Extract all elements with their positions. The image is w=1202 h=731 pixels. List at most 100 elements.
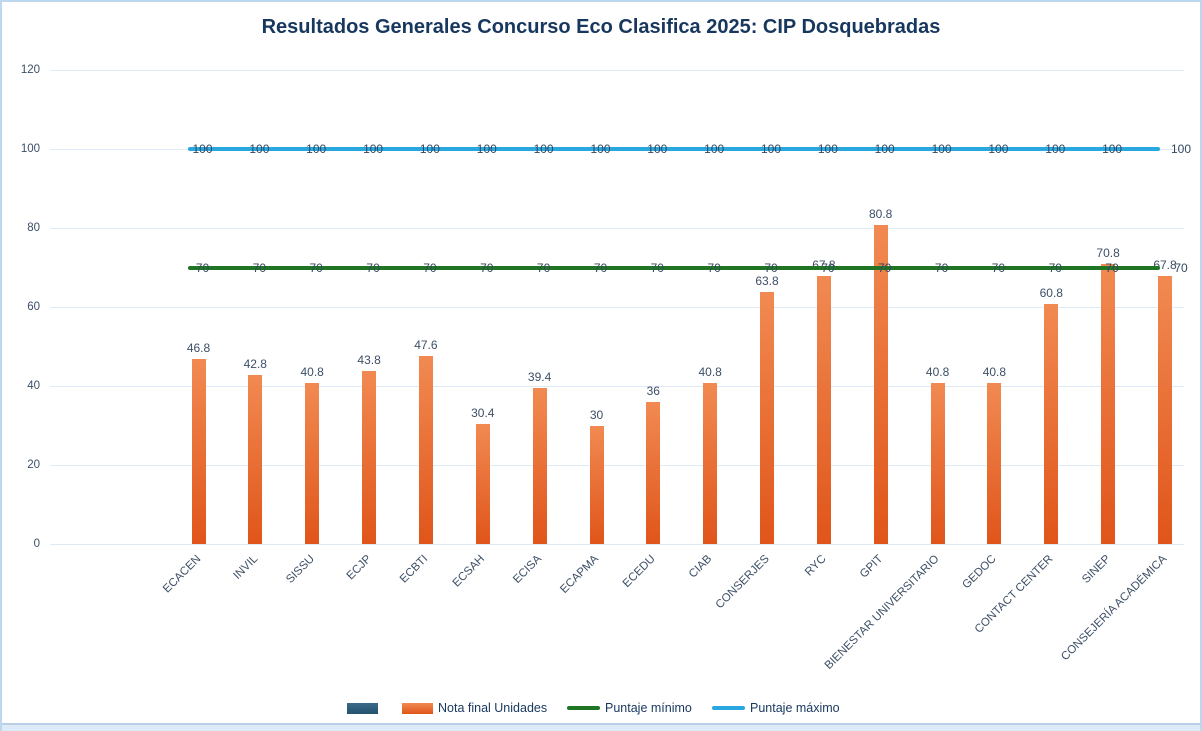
bar <box>646 401 661 544</box>
x-axis-label: ECEDU <box>620 553 658 590</box>
max-line <box>188 147 1160 151</box>
y-axis-tick-label: 0 <box>33 538 40 550</box>
line-point-label: 70 <box>1174 260 1188 275</box>
chart-bottom-border <box>2 722 1200 731</box>
x-axis-label: CONSERJES <box>713 553 772 612</box>
bar <box>1158 276 1172 544</box>
line-point-label: 70 <box>707 260 721 275</box>
x-axis-label: ECSAH <box>450 553 488 590</box>
line-point-label: 70 <box>878 260 892 275</box>
bar <box>816 276 831 544</box>
legend-label: Puntaje máximo <box>750 701 840 715</box>
y-axis-tick-label: 60 <box>27 301 40 313</box>
line-point-label: 100 <box>192 142 213 156</box>
y-axis-tick-label: 20 <box>27 459 40 471</box>
bar-value-label: 39.4 <box>527 370 552 385</box>
legend: Nota final Unidades Puntaje mínimo Puntaje… <box>2 698 1200 718</box>
line-point-label: 70 <box>650 260 664 275</box>
line-point-label: 100 <box>1045 142 1066 156</box>
gridline <box>50 544 1184 545</box>
bar <box>475 423 490 544</box>
x-axis-label: CONSEJERÍA ACADÉMICA <box>1059 553 1170 664</box>
bar-value-label: 80.8 <box>869 206 893 221</box>
bar-value-label: 36 <box>646 383 660 398</box>
bar-value-label: 40.8 <box>300 364 324 379</box>
gridline <box>50 70 1184 71</box>
line-point-label: 100 <box>419 142 440 156</box>
line-point-label: 100 <box>1170 142 1192 156</box>
x-axis-label: SISSU <box>283 553 317 586</box>
line-point-label: 100 <box>249 142 270 156</box>
line-point-label: 70 <box>1048 260 1062 275</box>
line-point-label: 100 <box>476 142 497 156</box>
bar <box>418 356 433 544</box>
bar-value-label: 30 <box>589 407 604 422</box>
bar-value-label: 63.8 <box>755 274 779 288</box>
line-point-label: 70 <box>593 260 608 275</box>
bar <box>191 359 206 544</box>
gridline <box>50 386 1184 387</box>
line-point-label: 100 <box>874 142 895 156</box>
line-point-label: 100 <box>363 142 384 156</box>
bar <box>589 425 604 544</box>
line-point-label: 100 <box>590 142 611 156</box>
y-axis-tick-label: 120 <box>20 64 40 76</box>
bar <box>362 371 377 544</box>
bar-value-label: 43.8 <box>357 353 381 367</box>
x-axis-label: SINEP <box>1079 553 1113 586</box>
bar <box>305 382 320 544</box>
x-axis-label: ECAPMA <box>558 553 601 596</box>
bar-value-label: 46.8 <box>186 341 211 356</box>
bar-value-label: 40.8 <box>698 364 722 379</box>
x-axis-label: RYC <box>802 553 829 579</box>
bar-value-label: 42.8 <box>243 356 267 371</box>
bar <box>1044 303 1059 544</box>
line-point-label: 70 <box>764 260 778 275</box>
legend-item: Puntaje máximo <box>712 698 840 718</box>
legend-swatch-max-line <box>712 706 745 710</box>
legend-item: Nota final Unidades <box>402 698 547 718</box>
x-axis-label: GPIT <box>857 553 886 581</box>
line-point-label: 70 <box>195 260 210 275</box>
bar <box>760 292 774 544</box>
chart-title: Resultados Generales Concurso Eco Clasif… <box>261 16 941 38</box>
legend-item: Puntaje mínimo <box>567 698 692 718</box>
x-axis-label: INVIL <box>231 553 260 582</box>
bar <box>873 224 888 544</box>
bar-value-label: 30.4 <box>471 405 495 420</box>
legend-swatch-min-line <box>567 706 600 710</box>
line-point-label: 100 <box>533 142 554 156</box>
x-axis-label: ECJP <box>344 553 374 583</box>
legend-label: Nota final Unidades <box>438 701 548 715</box>
bar <box>703 382 718 544</box>
legend-swatch-unnamed-series <box>347 702 378 714</box>
bar <box>248 374 263 544</box>
line-point-label: 70 <box>423 260 437 275</box>
x-axis-label: ECBTI <box>397 553 431 586</box>
bar <box>930 382 945 544</box>
gridline <box>50 228 1184 229</box>
line-point-label: 100 <box>760 142 782 156</box>
x-axis-label: ECISA <box>511 553 545 586</box>
min-line <box>188 265 1160 270</box>
line-point-label: 100 <box>306 142 327 156</box>
legend-label: Puntaje mínimo <box>605 701 692 715</box>
x-axis-label: BIENESTAR UNIVERSITARIO <box>823 553 943 672</box>
line-point-label: 100 <box>647 142 668 156</box>
bar <box>1101 264 1116 544</box>
bar <box>987 382 1002 544</box>
bar <box>532 388 547 544</box>
line-point-label: 100 <box>931 142 952 156</box>
line-point-label: 70 <box>821 260 835 275</box>
line-point-label: 100 <box>817 142 838 156</box>
bar-value-label: 60.8 <box>1039 285 1063 300</box>
bar-value-label: 47.6 <box>414 338 438 352</box>
y-axis-tick-label: 80 <box>27 222 40 234</box>
line-point-label: 100 <box>1102 142 1123 156</box>
line-point-label: 100 <box>704 142 725 156</box>
line-point-label: 70 <box>1105 260 1119 275</box>
line-point-label: 70 <box>934 260 949 275</box>
line-point-label: 70 <box>366 260 380 275</box>
gridline <box>50 465 1184 466</box>
